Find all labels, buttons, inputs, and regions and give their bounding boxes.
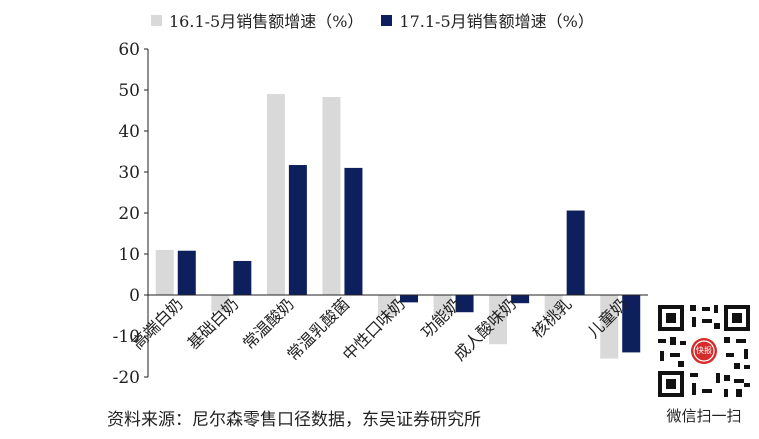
bar-s1-3 <box>266 94 285 295</box>
qr-badge-label: 快报 <box>696 346 712 355</box>
legend-item-16: 16.1-5月销售额增速（%） <box>151 8 363 32</box>
bar-s2-6 <box>455 295 474 313</box>
y-tick-label-3: 40 <box>118 122 140 142</box>
source-note: 资料来源：尼尔森零售口径数据，东吴证券研究所 <box>107 410 481 430</box>
bar-s1-8 <box>544 295 563 316</box>
legend-item-17: 17.1-5月销售额增速（%） <box>381 8 594 32</box>
qr-code-icon[interactable] <box>656 303 752 399</box>
bar-s2-1 <box>177 250 196 295</box>
y-tick-label-7: 0 <box>129 286 140 306</box>
bar-s2-3 <box>288 165 307 295</box>
bar-s2-7 <box>511 295 530 304</box>
y-tick-label-9: -20 <box>113 368 140 388</box>
bar-s1-9 <box>600 295 619 359</box>
bar-s1-7 <box>489 295 508 345</box>
bar-s1-6 <box>433 295 452 316</box>
y-tick-label-6: 10 <box>118 245 140 265</box>
bar-s1-4 <box>322 96 341 295</box>
legend: 16.1-5月销售额增速（%） 17.1-5月销售额增速（%） <box>151 8 612 32</box>
legend-swatch-16 <box>151 14 162 26</box>
y-tick-label-4: 30 <box>118 163 140 183</box>
y-tick-label-8: -10 <box>113 327 140 347</box>
y-tick-label-1: 60 <box>118 40 140 60</box>
y-tick-label-5: 20 <box>118 204 140 224</box>
legend-label-16: 16.1-5月销售额增速（%） <box>169 12 364 31</box>
bar-s1-1 <box>155 249 174 295</box>
y-tick-label-2: 50 <box>118 81 140 101</box>
legend-label-17: 17.1-5月销售额增速（%） <box>399 12 594 31</box>
legend-swatch-17 <box>381 14 393 26</box>
bar-s2-5 <box>400 295 418 303</box>
bar-s2-8 <box>566 210 585 295</box>
qr-caption: 微信扫一扫 <box>666 407 742 425</box>
bar-s1-2 <box>211 295 230 312</box>
bar-s2-4 <box>344 167 363 295</box>
bar-s1-5 <box>378 295 396 316</box>
bar-s2-9 <box>622 295 641 353</box>
bar-s2-2 <box>233 260 252 295</box>
